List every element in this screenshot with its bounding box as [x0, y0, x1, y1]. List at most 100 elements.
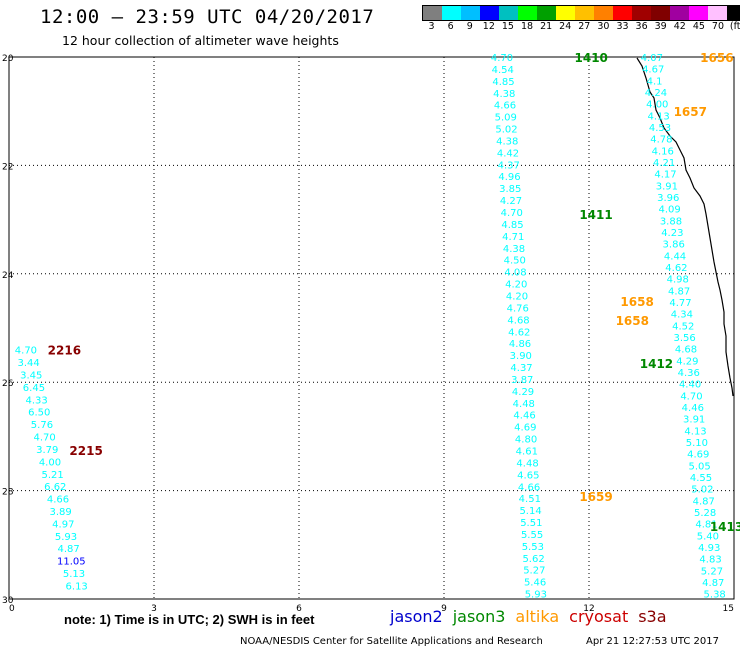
wave-height-value: 3.87	[511, 375, 533, 386]
wave-height-value: 4.13	[684, 426, 706, 437]
legend-swatch	[689, 6, 708, 20]
legend-label: 21	[540, 21, 553, 32]
legend-swatch	[670, 6, 689, 20]
wave-height-value: 4.83	[699, 555, 721, 566]
wave-height-value: 4.80	[515, 435, 537, 446]
legend-swatch	[708, 6, 727, 20]
wave-height-value: 4.38	[493, 89, 515, 100]
satellite-jason3: jason3	[452, 607, 506, 626]
wave-height-value: 4.62	[665, 263, 687, 274]
legend-label: 70	[711, 21, 724, 32]
wave-height-value: 5.27	[523, 566, 545, 577]
wave-height-value: 6.45	[23, 383, 45, 394]
wave-height-value: 4.93	[698, 543, 720, 554]
wave-height-value: 4.54	[492, 65, 514, 76]
wave-height-value: 4.42	[497, 148, 519, 159]
wave-height-value: 4.38	[503, 244, 525, 255]
wave-height-value: 4.66	[494, 101, 516, 112]
wave-height-value: 4.00	[39, 457, 61, 468]
legend-swatch	[575, 6, 594, 20]
wave-height-value: 5.46	[524, 578, 546, 589]
wave-height-value: 4.87	[58, 544, 80, 555]
pass-time-label: 1411	[579, 208, 612, 222]
track-time-label: 2216	[48, 344, 81, 358]
satellite-jason2: jason2	[390, 607, 443, 626]
wave-height-value: 4.96	[498, 172, 520, 183]
wave-height-value: 4.65	[517, 470, 539, 481]
wave-height-value: 4.70	[15, 346, 37, 357]
wave-height-value: 4.17	[654, 170, 676, 181]
x-axis-labels: 0 3 6 9 12 15	[9, 604, 734, 614]
legend-swatch	[594, 6, 613, 20]
legend-label: 18	[520, 21, 534, 32]
wave-height-value: 4.20	[506, 291, 528, 302]
pass-time-label: 1412	[640, 357, 673, 371]
wave-height-value: 4.69	[687, 450, 709, 461]
wave-height-value: 4.37	[510, 363, 532, 374]
pass-time-label: 1658	[616, 314, 649, 328]
x-tick-label: 15	[723, 604, 734, 614]
wave-height-value: 3.56	[673, 333, 695, 344]
color-legend	[422, 5, 740, 21]
x-tick-label: 3	[151, 604, 157, 614]
wave-height-value: 4.36	[678, 368, 700, 379]
satellite-s3a: s3a	[638, 607, 667, 626]
wave-height-value: 4.87	[702, 578, 724, 589]
wave-height-value: 3.91	[683, 415, 705, 426]
y-tick-label: 20	[2, 54, 14, 64]
y-tick-label: 28	[2, 488, 14, 498]
legend-label: 3	[428, 21, 435, 32]
footer: NOAA/NESDIS Center for Satellite Applica…	[240, 636, 719, 647]
legend-swatch	[556, 6, 575, 20]
track-time-label: 1410	[575, 51, 608, 65]
wave-height-value: 5.51	[520, 518, 542, 529]
wave-height-value: 5.55	[521, 530, 543, 541]
wave-height-value: 6.50	[28, 408, 50, 419]
wave-height-value: 4.00	[646, 100, 668, 111]
x-tick-label: 0	[9, 604, 15, 614]
wave-height-value: 4.55	[690, 473, 712, 484]
legend-label: 24	[559, 21, 572, 32]
wave-height-value: 4.70	[33, 433, 55, 444]
wave-height-value: 4.62	[508, 327, 530, 338]
wave-height-value: 4.68	[507, 315, 529, 326]
grid-lines	[9, 57, 734, 599]
wave-height-value: 4.46	[682, 403, 704, 414]
wave-height-value: 5.53	[522, 542, 544, 553]
page-title: 12:00 – 23:59 UTC 04/20/2017	[40, 6, 375, 28]
wave-height-value: 4.08	[504, 268, 526, 279]
wave-height-value: 4.71	[502, 232, 524, 243]
satellite-cryosat: cryosat	[569, 607, 629, 626]
wave-height-value: 5.05	[689, 461, 711, 472]
legend-label: 42	[673, 21, 686, 32]
wave-height-value: 3.88	[660, 216, 682, 227]
satellite-altika: altika	[515, 607, 560, 626]
wave-height-value: 4.70	[680, 391, 702, 402]
wave-height-value: 4.29	[512, 387, 534, 398]
wave-height-value: 5.76	[31, 420, 53, 431]
wave-height-value: 5.09	[495, 113, 517, 124]
wave-height-value: 4.50	[504, 256, 526, 267]
wave-height-value: 4.24	[645, 88, 667, 99]
pass-time-label: 1413	[710, 520, 740, 534]
wave-height-value: 5.40	[697, 531, 719, 542]
wave-height-value: 4.66	[47, 495, 69, 506]
wave-height-value: 4.87	[668, 286, 690, 297]
wave-height-value: 5.02	[691, 485, 713, 496]
wave-height-value: 4.68	[675, 345, 697, 356]
wave-height-value: 4.61	[516, 446, 538, 457]
legend-label: 45	[692, 21, 705, 32]
wave-height-value: 4.51	[519, 494, 541, 505]
wave-height-value: 3.85	[499, 184, 521, 195]
coastline	[636, 57, 734, 397]
wave-height-value: 3.44	[17, 358, 39, 369]
wave-height-value: 3.45	[20, 370, 42, 381]
wave-height-value: 4.85	[501, 220, 523, 231]
legend-label: 12	[482, 21, 495, 32]
legend-label: 27	[578, 21, 591, 32]
x-tick-label: 12	[583, 604, 594, 614]
wave-height-value: 4.38	[496, 136, 518, 147]
wave-height-value: 4.48	[516, 458, 538, 469]
legend-swatch	[651, 6, 670, 20]
wave-height-value: 4.67	[642, 65, 664, 76]
